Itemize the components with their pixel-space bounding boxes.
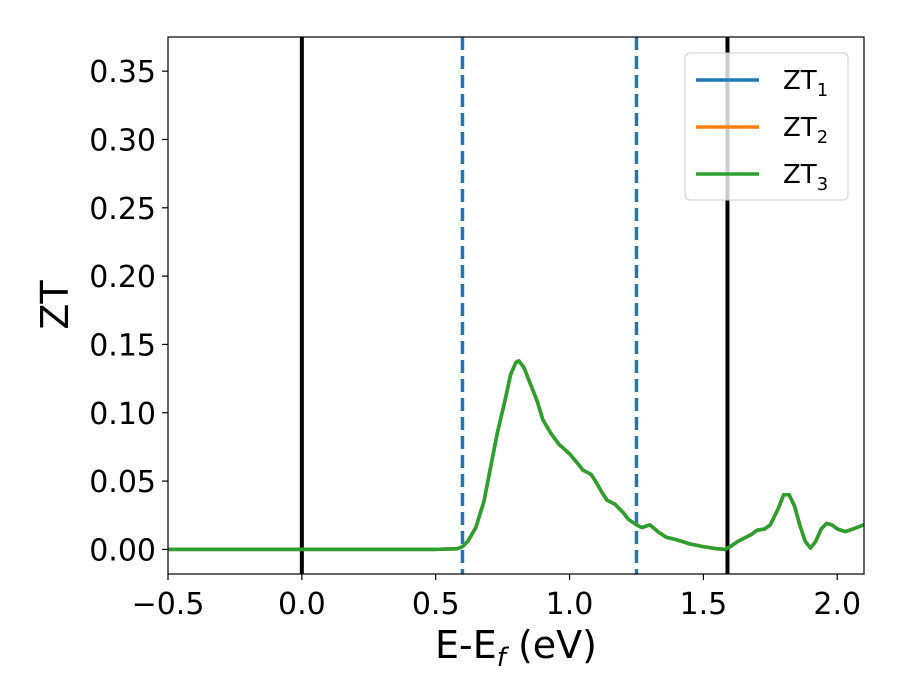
legend-label-2: ZT2 — [783, 113, 828, 148]
legend-label-1: ZT1 — [783, 66, 828, 101]
x-tick-label: −0.5 — [132, 587, 205, 622]
y-axis-ticks: 0.00 0.05 0.10 0.15 0.20 0.25 0.30 0.35 — [89, 55, 168, 568]
x-axis-title: E-Ef (eV) — [435, 623, 597, 673]
plot-frame — [167, 36, 865, 575]
y-tick-label: 0.20 — [89, 260, 156, 295]
x-tick-label: 0.0 — [278, 587, 326, 622]
y-tick-label: 0.05 — [89, 465, 156, 500]
x-tick-label: 1.5 — [680, 587, 728, 622]
x-tick-label: 0.5 — [412, 587, 460, 622]
x-axis-title-main: E-E — [435, 623, 497, 667]
x-axis-ticks: −0.5 0.0 0.5 1.0 1.5 2.0 — [132, 574, 861, 622]
series-line-2 — [168, 359, 864, 552]
y-tick-label: 0.30 — [89, 123, 156, 158]
series-line-1 — [168, 359, 864, 552]
series-line-3 — [168, 359, 864, 552]
legend-box — [684, 52, 849, 201]
y-tick-label: 0.25 — [89, 192, 156, 227]
y-tick-label: 0.00 — [89, 533, 156, 568]
legend-label-3: ZT3 — [783, 160, 828, 195]
x-axis-title-unit: (eV) — [506, 623, 597, 667]
y-tick-label: 0.15 — [89, 328, 156, 363]
legend: ZT1 ZT2 ZT3 — [684, 52, 849, 201]
x-tick-label: 1.0 — [546, 587, 594, 622]
y-tick-label: 0.35 — [89, 55, 156, 90]
x-tick-label: 2.0 — [813, 587, 861, 622]
y-tick-label: 0.10 — [89, 397, 156, 432]
y-axis-title: ZT — [33, 280, 77, 330]
